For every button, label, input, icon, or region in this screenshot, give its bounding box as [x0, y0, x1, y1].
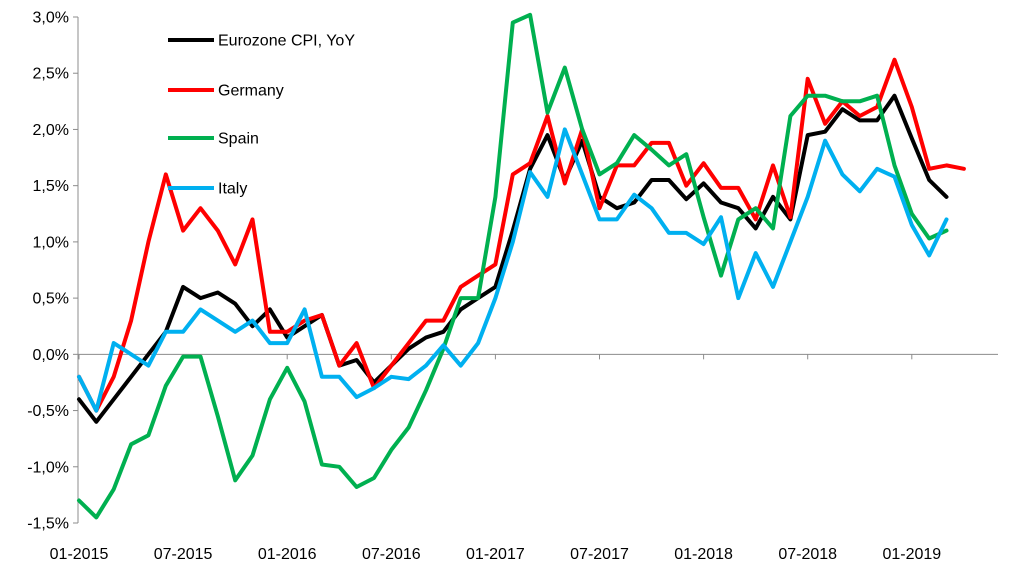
x-tick-label: 01-2017 [466, 546, 525, 563]
x-tick-label: 07-2017 [570, 546, 629, 563]
legend-label-spain: Spain [218, 131, 259, 148]
x-axis: 01-2015 07-2015 01-2016 07-2016 01-2017 07-20… [50, 353, 998, 563]
legend-label-germany: Germany [218, 83, 284, 100]
x-tick-label: 01-2016 [258, 546, 317, 563]
y-tick-label: 0,0% [33, 347, 69, 364]
x-tick-label: 07-2016 [362, 546, 421, 563]
y-tick-label: -0,5% [27, 403, 69, 420]
x-tick-label: 01-2019 [882, 546, 941, 563]
y-tick-label: 1,5% [33, 178, 69, 195]
y-tick-label: 2,0% [33, 122, 69, 139]
y-tick-label: 1,0% [33, 234, 69, 251]
y-axis: -1,5% -1,0% -0,5% 0,0% 0,5% 1,0% 1,5% 2,0% 2,5% 3… [27, 10, 79, 533]
series-line-eurozone-cpi-yoy [77, 93, 949, 424]
legend-label-eurozone-cpi-yoy: Eurozone CPI, YoY [218, 33, 355, 50]
series-line-germany [77, 57, 966, 413]
y-tick-label: 3,0% [33, 10, 69, 27]
x-tick-label: 01-2018 [674, 546, 733, 563]
y-tick-label: -1,5% [27, 516, 69, 533]
series-line-italy [77, 127, 949, 413]
x-tick-label: 07-2015 [154, 546, 213, 563]
y-tick-label: 0,5% [33, 291, 69, 308]
series-line-spain [77, 12, 949, 520]
y-tick-label: -1,0% [27, 459, 69, 476]
y-tick-label: 2,5% [33, 66, 69, 83]
legend: Eurozone CPI, YoY Germany Spain Italy [168, 33, 355, 198]
series-layer [77, 12, 966, 520]
x-tick-label: 07-2018 [778, 546, 837, 563]
legend-label-italy: Italy [218, 181, 247, 198]
x-tick-label: 01-2015 [50, 546, 109, 563]
